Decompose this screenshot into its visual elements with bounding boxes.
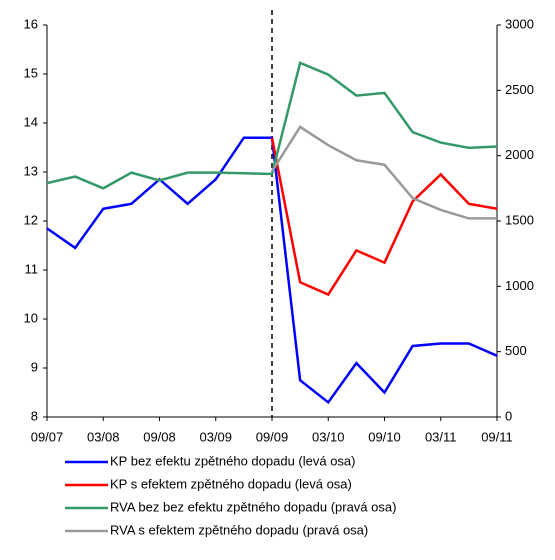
- x-tick-label: 09/11: [481, 429, 513, 444]
- x-tick-label: 09/09: [256, 429, 289, 444]
- y-tick-label: 8: [31, 408, 38, 423]
- x-tick-label: 03/11: [425, 429, 457, 444]
- legend-label: RVA s efektem zpětného dopadu (pravá osa…: [110, 522, 368, 537]
- y2-tick-label: 500: [505, 343, 527, 358]
- y-tick-label: 9: [31, 359, 38, 374]
- y-tick-label: 10: [24, 310, 38, 325]
- y2-tick-label: 0: [505, 408, 512, 423]
- y-tick-label: 14: [24, 114, 38, 129]
- legend-label: KP bez efektu zpětného dopadu (levá osa): [110, 453, 356, 468]
- legend-label: KP s efektem zpětného dopadu (levá osa): [110, 476, 352, 491]
- y2-tick-label: 2500: [505, 82, 534, 97]
- legend-label: RVA bez bez efektu zpětného dopadu (prav…: [110, 499, 396, 514]
- x-tick-label: 03/10: [312, 429, 345, 444]
- x-tick-label: 09/10: [368, 429, 401, 444]
- x-tick-label: 09/07: [31, 429, 64, 444]
- series-line: [270, 137, 498, 297]
- x-tick-label: 03/08: [87, 429, 120, 444]
- y2-tick-label: 2000: [505, 147, 534, 162]
- y-tick-label: 11: [25, 261, 39, 276]
- y-tick-label: 13: [24, 163, 38, 178]
- x-tick-label: 09/08: [143, 429, 176, 444]
- y-tick-label: 15: [24, 65, 38, 80]
- y2-tick-label: 3000: [505, 16, 534, 31]
- series-line: [270, 125, 497, 220]
- y-tick-label: 16: [24, 16, 38, 31]
- y-tick-label: 12: [24, 212, 38, 227]
- series-line: [46, 61, 498, 190]
- x-tick-label: 03/09: [199, 429, 232, 444]
- y2-tick-label: 1000: [505, 278, 534, 293]
- y2-tick-label: 1500: [505, 212, 534, 227]
